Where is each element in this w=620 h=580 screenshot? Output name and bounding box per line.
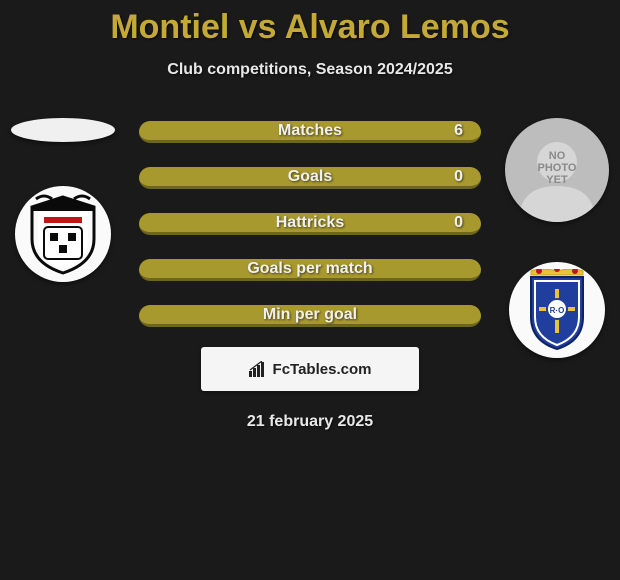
stat-row-matches: Matches 6 (139, 121, 481, 143)
subtitle: Club competitions, Season 2024/2025 (0, 61, 620, 79)
player-left-column: ALBA (8, 118, 118, 282)
stat-row-hattricks: Hattricks 0 (139, 213, 481, 235)
date-label: 21 february 2025 (0, 413, 620, 431)
stat-label: Goals per match (247, 260, 372, 278)
no-photo-line3: YET (546, 174, 567, 186)
stat-value: 6 (454, 122, 463, 140)
stat-value: 0 (454, 214, 463, 232)
stat-row-goals: Goals 0 (139, 167, 481, 189)
stat-row-goals-per-match: Goals per match (139, 259, 481, 281)
no-photo-line2: PHOTO (538, 162, 577, 174)
stat-label: Matches (278, 122, 342, 140)
svg-text:R·O: R·O (550, 306, 565, 315)
stat-value: 0 (454, 168, 463, 186)
stats-bars: Matches 6 Goals 0 Hattricks 0 Goals per … (139, 121, 481, 327)
stat-label: Goals (288, 168, 332, 186)
player-right-placeholder: NO PHOTO YET (505, 118, 609, 222)
albacete-crest-icon: ALBA (24, 193, 102, 275)
real-oviedo-crest-icon: R·O (521, 269, 593, 351)
stat-row-min-per-goal: Min per goal (139, 305, 481, 327)
watermark-text: FcTables.com (273, 361, 372, 378)
page-title: Montiel vs Alvaro Lemos (0, 0, 620, 47)
club-left-crest: ALBA (15, 186, 111, 282)
watermark: FcTables.com (201, 347, 419, 391)
player-left-placeholder (11, 118, 115, 142)
bar-chart-icon (249, 361, 267, 377)
stat-label: Min per goal (263, 306, 357, 324)
club-right-crest: R·O (509, 262, 605, 358)
stat-label: Hattricks (276, 214, 344, 232)
svg-text:ALBA: ALBA (55, 212, 72, 218)
no-photo-line1: NO (549, 150, 566, 162)
player-right-column: NO PHOTO YET R·O (502, 118, 612, 358)
no-photo-label: NO PHOTO YET (505, 150, 609, 186)
